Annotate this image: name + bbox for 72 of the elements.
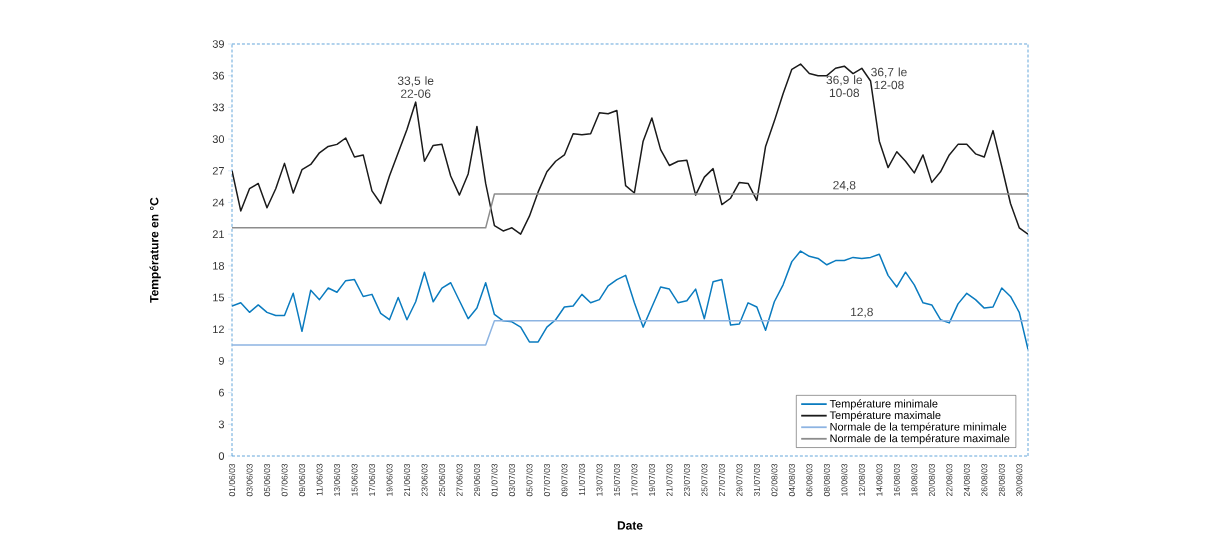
x-axis-title: Date (617, 521, 643, 530)
x-tick-label: 12/08/03 (858, 463, 865, 496)
legend-label: Température maximale (829, 410, 941, 422)
x-tick-label: 28/08/03 (998, 463, 1005, 497)
x-tick-label: 25/06/03 (438, 463, 446, 497)
x-tick-label: 06/08/03 (806, 463, 813, 497)
y-tick-label: 21 (212, 230, 224, 238)
y-tick-label: 12 (213, 325, 224, 334)
x-tick-label: 05/06/03 (263, 463, 271, 497)
x-tick-label: 30/08/03 (1016, 463, 1023, 497)
y-tick-label: 24 (212, 198, 225, 207)
x-tick-label: 01/07/03 (491, 463, 498, 497)
x-tick-label: 09/07/03 (561, 463, 568, 497)
y-tick-label: 30 (212, 135, 225, 143)
x-tick-label: 05/07/03 (526, 463, 533, 497)
y-tick-label: 3 (218, 420, 225, 429)
x-tick-label: 29/06/03 (473, 463, 481, 497)
x-tick-label: 23/06/03 (421, 463, 428, 497)
x-tick-label: 13/07/03 (596, 463, 603, 496)
annotation: 12,8 (851, 307, 873, 318)
x-tick-label: 11/07/03 (578, 463, 585, 496)
legend-label: Normale de la température minimale (830, 422, 1007, 433)
x-tick-label: 11/06/03 (316, 463, 323, 496)
x-tick-label: 13/06/03 (333, 463, 341, 496)
annotation: 36,9 le 10-08 (826, 75, 863, 98)
legend-label: Normale de la température maximale (830, 434, 1010, 445)
x-tick-label: 19/07/03 (648, 463, 655, 496)
legend-label: Température minimale (829, 399, 938, 410)
y-tick-label: 18 (213, 261, 225, 270)
x-tick-label: 15/06/03 (351, 463, 358, 496)
x-tick-label: 20/08/03 (928, 463, 935, 497)
annotation: 33,5 le 22-06 (397, 76, 434, 98)
x-tick-label: 21/07/03 (666, 463, 673, 497)
x-tick-label: 08/08/03 (823, 463, 830, 497)
x-tick-label: 26/08/03 (981, 463, 988, 497)
x-tick-label: 17/06/03 (368, 463, 376, 496)
x-tick-label: 29/07/03 (736, 463, 743, 497)
y-tick-label: 39 (212, 40, 224, 48)
x-tick-label: 25/07/03 (701, 463, 708, 497)
x-tick-label: 22/08/03 (946, 463, 953, 497)
line-series (232, 250, 1028, 351)
annotation: 24,8 (833, 180, 856, 191)
x-tick-label: 27/06/03 (456, 463, 463, 497)
x-tick-label: 15/07/03 (613, 463, 620, 496)
y-tick-label: 9 (218, 357, 224, 365)
x-tick-label: 21/06/03 (403, 463, 411, 497)
y-tick-label: 33 (212, 103, 225, 112)
x-tick-label: 07/06/03 (281, 463, 288, 497)
x-tick-label: 31/07/03 (753, 463, 760, 497)
y-tick-label: 15 (213, 293, 225, 302)
y-axis-title: Température en °C (149, 197, 161, 303)
x-tick-label: 27/07/03 (718, 463, 725, 497)
x-tick-label: 18/08/03 (911, 463, 918, 496)
x-tick-label: 07/07/03 (543, 463, 551, 497)
x-tick-label: 09/06/03 (298, 463, 306, 497)
x-tick-label: 01/06/03 (228, 463, 236, 497)
x-tick-label: 02/08/03 (771, 463, 778, 497)
x-tick-label: 23/07/03 (683, 463, 690, 497)
x-tick-label: 14/08/03 (876, 463, 883, 496)
x-tick-label: 03/06/03 (246, 463, 253, 497)
y-tick-label: 36 (212, 71, 225, 80)
annotation: 36,7 le 12-08 (871, 67, 907, 90)
x-tick-label: 10/08/03 (841, 463, 848, 496)
x-tick-label: 19/06/03 (386, 463, 393, 496)
x-tick-label: 17/07/03 (631, 463, 638, 496)
x-tick-label: 16/08/03 (893, 463, 900, 496)
y-tick-label: 27 (212, 166, 224, 175)
y-tick-label: 6 (218, 388, 225, 397)
x-tick-label: 04/08/03 (788, 463, 795, 497)
x-tick-label: 24/08/03 (963, 463, 970, 497)
x-tick-label: 03/07/03 (508, 463, 516, 497)
y-tick-label: 0 (218, 452, 225, 460)
